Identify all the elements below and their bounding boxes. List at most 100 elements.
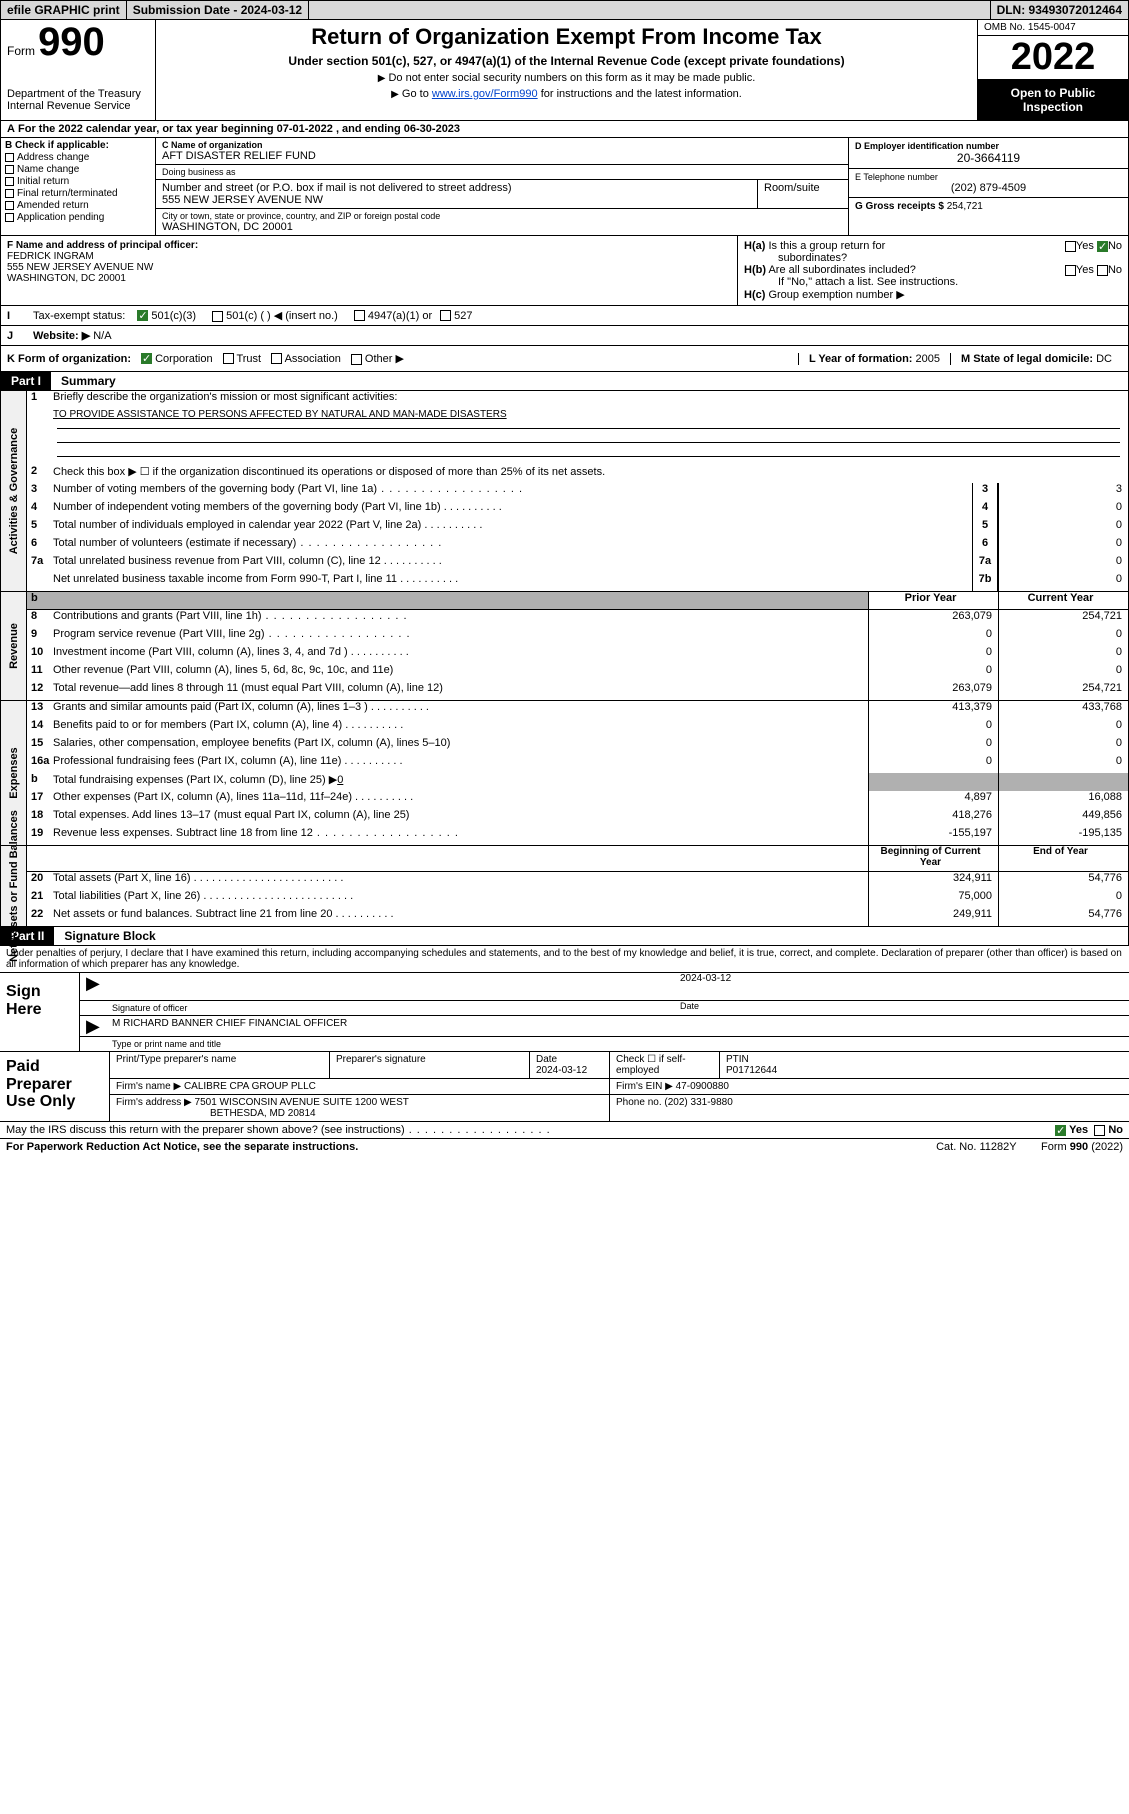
line-j-website: J Website: ▶ N/A <box>0 326 1129 346</box>
end-21: 0 <box>998 890 1128 908</box>
chk-association[interactable] <box>271 353 282 364</box>
paid-preparer-row: Paid Preparer Use Only Print/Type prepar… <box>0 1051 1129 1121</box>
dln-label: DLN: 93493072012464 <box>991 1 1128 19</box>
irs-discuss-row: May the IRS discuss this return with the… <box>0 1121 1129 1138</box>
city-state-zip: WASHINGTON, DC 20001 <box>162 221 842 233</box>
cur-9: 0 <box>998 628 1128 646</box>
form-ref: Form 990 (2022) <box>1041 1141 1123 1153</box>
box-b: B Check if applicable: Address change Na… <box>1 138 156 235</box>
header-note-1: Do not enter social security numbers on … <box>388 72 755 84</box>
line-i-tax-status: I Tax-exempt status: 501(c)(3) 501(c) ( … <box>0 306 1129 326</box>
val-7b: 0 <box>998 573 1128 591</box>
firm-phone: (202) 331-9880 <box>664 1097 732 1108</box>
form-header: Form 990 Department of the Treasury Inte… <box>0 20 1129 121</box>
form-number: 990 <box>38 20 105 64</box>
vtab-revenue: Revenue <box>8 623 20 669</box>
chk-4947[interactable] <box>354 310 365 321</box>
identification-grid: B Check if applicable: Address change Na… <box>0 138 1129 236</box>
firm-name: CALIBRE CPA GROUP PLLC <box>184 1081 316 1092</box>
org-name: AFT DISASTER RELIEF FUND <box>162 150 842 162</box>
chk-other[interactable] <box>351 354 362 365</box>
chk-corporation[interactable] <box>141 353 152 364</box>
officer-name: FEDRICK INGRAM <box>7 251 94 262</box>
cur-11: 0 <box>998 664 1128 682</box>
chk-amended-return[interactable]: Amended return <box>17 200 89 211</box>
cur-14: 0 <box>998 719 1128 737</box>
header-note-2-suffix: for instructions and the latest informat… <box>538 88 742 100</box>
bottom-line: For Paperwork Reduction Act Notice, see … <box>0 1138 1129 1155</box>
mission: TO PROVIDE ASSISTANCE TO PERSONS AFFECTE… <box>53 409 1128 427</box>
sig-arrow-icon: ▶ <box>86 973 100 994</box>
cur-15: 0 <box>998 737 1128 755</box>
ein: 20-3664119 <box>855 151 1122 165</box>
year-formation: 2005 <box>916 353 940 365</box>
prior-12: 263,079 <box>868 682 998 700</box>
cur-12: 254,721 <box>998 682 1128 700</box>
section-net-assets: Net Assets or Fund Balances Beginning of… <box>0 846 1129 927</box>
chk-trust[interactable] <box>223 353 234 364</box>
chk-527[interactable] <box>440 310 451 321</box>
form-prefix: Form <box>7 44 35 58</box>
line-f-h: F Name and address of principal officer:… <box>0 236 1129 306</box>
vtab-expenses: Expenses <box>8 747 20 798</box>
section-expenses: Expenses 13Grants and similar amounts pa… <box>0 701 1129 846</box>
cur-13: 433,768 <box>998 701 1128 719</box>
chk-discuss-no[interactable] <box>1094 1125 1105 1136</box>
form-title: Return of Organization Exempt From Incom… <box>164 24 969 50</box>
efile-print-button[interactable]: efile GRAPHIC print <box>1 1 127 19</box>
part-1-header: Part I Summary <box>0 372 1129 391</box>
prior-8: 263,079 <box>868 610 998 628</box>
chk-application-pending[interactable]: Application pending <box>17 212 104 223</box>
prior-19: -155,197 <box>868 827 998 845</box>
chk-501c[interactable] <box>212 311 223 322</box>
cur-16a: 0 <box>998 755 1128 773</box>
begin-22: 249,911 <box>868 908 998 926</box>
sig-declaration: Under penalties of perjury, I declare th… <box>0 946 1129 972</box>
open-public-badge: Open to Public Inspection <box>978 80 1128 120</box>
prior-13: 413,379 <box>868 701 998 719</box>
begin-21: 75,000 <box>868 890 998 908</box>
val-3: 3 <box>998 483 1128 501</box>
prior-16a: 0 <box>868 755 998 773</box>
cur-18: 449,856 <box>998 809 1128 827</box>
chk-initial-return[interactable]: Initial return <box>17 176 69 187</box>
sig-arrow-icon-2: ▶ <box>86 1016 100 1037</box>
line-a-tax-year: A For the 2022 calendar year, or tax yea… <box>0 121 1129 138</box>
gross-receipts: 254,721 <box>947 201 983 212</box>
chk-address-change[interactable]: Address change <box>17 152 89 163</box>
firm-addr2: BETHESDA, MD 20814 <box>210 1108 316 1119</box>
street-address: 555 NEW JERSEY AVENUE NW <box>162 194 751 206</box>
submission-date-label: Submission Date - 2024-03-12 <box>127 1 309 19</box>
header-note-2-prefix: Go to <box>402 88 432 100</box>
irs-label: Internal Revenue Service <box>7 100 149 112</box>
chk-name-change[interactable]: Name change <box>17 164 79 175</box>
sign-here-row: Sign Here ▶ 2024-03-12 Signature of offi… <box>0 972 1129 1051</box>
prior-10: 0 <box>868 646 998 664</box>
vtab-net-assets: Net Assets or Fund Balances <box>8 810 20 962</box>
section-governance: Activities & Governance 1Briefly describ… <box>0 391 1129 592</box>
dept-treasury: Department of the Treasury <box>7 88 149 100</box>
firm-addr1: 7501 WISCONSIN AVENUE SUITE 1200 WEST <box>195 1097 409 1108</box>
state-domicile: DC <box>1096 353 1112 365</box>
telephone: (202) 879-4509 <box>855 182 1122 194</box>
line-k-form-org: K Form of organization: Corporation Trus… <box>0 346 1129 372</box>
prior-14: 0 <box>868 719 998 737</box>
sig-date: 2024-03-12 <box>680 973 731 984</box>
firm-ein: 47-0900880 <box>676 1081 729 1092</box>
prior-11: 0 <box>868 664 998 682</box>
fundraising-exp: 0 <box>337 774 343 786</box>
chk-501c3[interactable] <box>137 310 148 321</box>
omb-number: OMB No. 1545-0047 <box>978 20 1128 36</box>
cur-17: 16,088 <box>998 791 1128 809</box>
tax-year: 2022 <box>978 36 1128 80</box>
section-revenue: Revenue b Prior Year Current Year 8Contr… <box>0 592 1129 701</box>
cat-no: Cat. No. 11282Y <box>936 1141 1017 1153</box>
top-bar: efile GRAPHIC print Submission Date - 20… <box>0 0 1129 20</box>
chk-final-return[interactable]: Final return/terminated <box>17 188 118 199</box>
irs-link[interactable]: www.irs.gov/Form990 <box>432 88 538 100</box>
val-6: 0 <box>998 537 1128 555</box>
chk-discuss-yes[interactable] <box>1055 1125 1066 1136</box>
website: N/A <box>93 330 111 342</box>
prior-9: 0 <box>868 628 998 646</box>
val-4: 0 <box>998 501 1128 519</box>
